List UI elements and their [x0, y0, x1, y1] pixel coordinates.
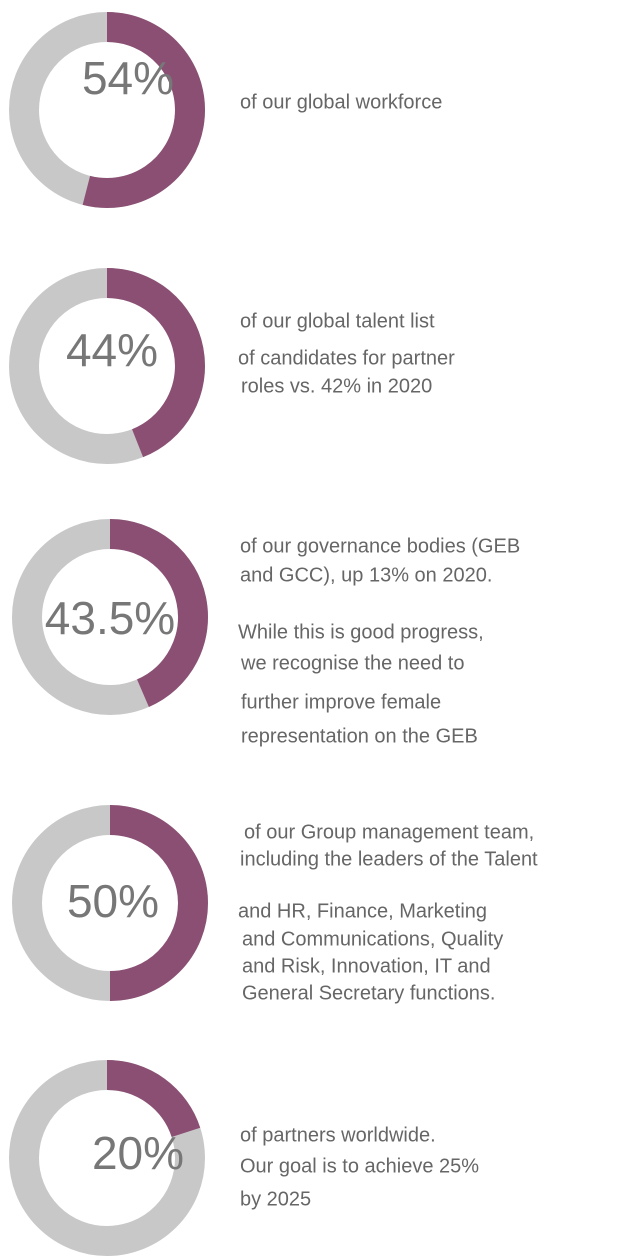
value-label: 50%	[67, 875, 159, 927]
description-line: of candidates for partner	[238, 347, 455, 369]
value-label: 44%	[66, 324, 158, 376]
description-line: of partners worldwide.	[240, 1124, 436, 1146]
donut-arc	[82, 12, 205, 208]
description-line: representation on the GEB	[241, 725, 478, 747]
donut-arc	[106, 268, 205, 458]
description-line: of our Group management team,	[244, 821, 534, 843]
description-line: of our global talent list	[240, 310, 435, 332]
description-line: and Risk, Innovation, IT and	[242, 955, 491, 977]
description-line: and Communications, Quality	[242, 928, 503, 950]
description-line: we recognise the need to	[240, 652, 465, 674]
description-line: General Secretary functions.	[242, 982, 495, 1004]
value-label: 20%	[92, 1127, 184, 1179]
value-label: 54%	[82, 52, 174, 104]
description-line: by 2025	[240, 1188, 311, 1210]
description-line: While this is good progress,	[238, 621, 484, 643]
description-line: roles vs. 42% in 2020	[241, 375, 432, 397]
value-label: 43.5%	[45, 592, 175, 644]
description-line: Our goal is to achieve 25%	[240, 1155, 479, 1177]
donut-arc	[109, 805, 208, 1001]
description-line: further improve female	[241, 691, 441, 713]
description-line: of our governance bodies (GEB	[240, 535, 520, 557]
description-line: including the leaders of the Talent	[240, 848, 538, 870]
description-line: and HR, Finance, Marketing	[238, 900, 487, 922]
donut-arc	[106, 1060, 201, 1138]
description-line: of our global workforce	[240, 91, 442, 113]
donut-arc	[109, 519, 208, 707]
description-line: and GCC), up 13% on 2020.	[240, 564, 492, 586]
